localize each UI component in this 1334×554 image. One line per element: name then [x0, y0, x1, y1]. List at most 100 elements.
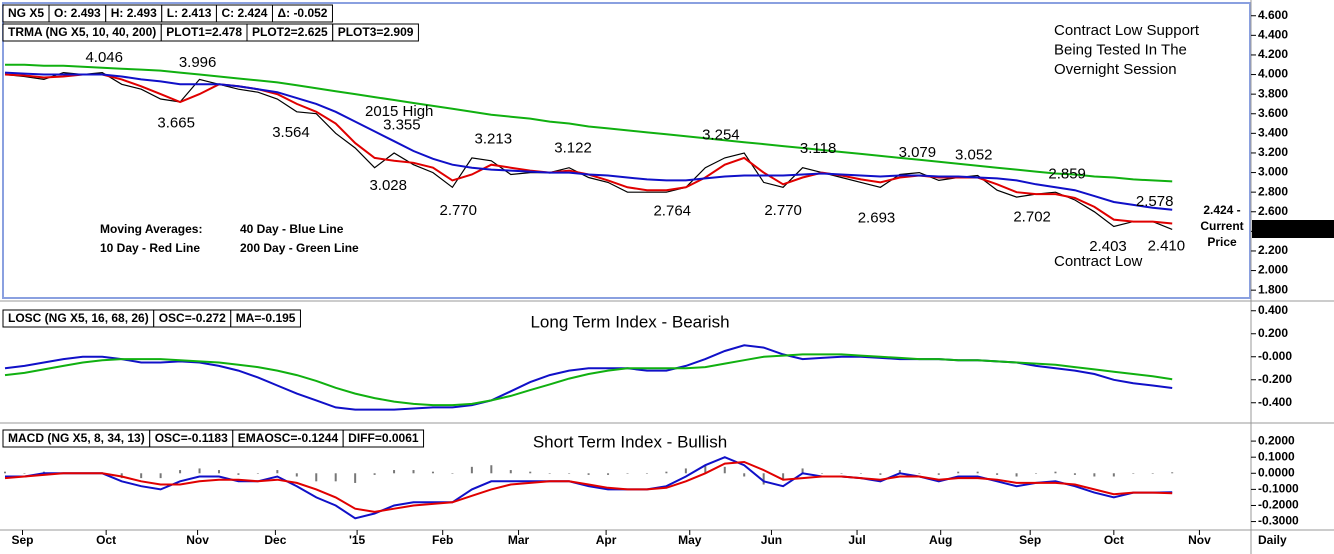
y-tick-label: -0.200	[1258, 372, 1292, 386]
series-line	[4, 460, 1173, 513]
high-label: 4.046	[85, 49, 123, 66]
y-tick-label: 4.000	[1258, 67, 1288, 81]
y-tick-label: 2.800	[1258, 184, 1288, 198]
histogram-bar	[354, 473, 357, 483]
y-tick-label: 4.400	[1258, 28, 1288, 42]
low-label: 3.028	[369, 177, 407, 194]
x-tick-label: Sep	[1019, 533, 1041, 547]
x-tick-label: Oct	[96, 533, 116, 547]
header-text: PLOT1=2.478	[166, 25, 242, 39]
current-price-note: Current	[1200, 219, 1243, 233]
histogram-bar	[1054, 471, 1057, 474]
histogram-bar	[529, 471, 532, 474]
y-tick-label: 0.0000	[1258, 465, 1295, 479]
histogram-bar	[1073, 473, 1076, 475]
y-tick-label: 0.400	[1258, 303, 1288, 317]
histogram-bar	[179, 470, 182, 474]
y-tick-label: -0.1000	[1258, 482, 1299, 496]
histogram-bar	[490, 465, 493, 474]
y-tick-label: 0.200	[1258, 326, 1288, 340]
panel-title: Long Term Index - Bearish	[530, 312, 729, 331]
header-text: PLOT3=2.909	[338, 25, 414, 39]
histogram-bar	[859, 473, 862, 474]
histogram-bar	[821, 473, 824, 474]
series-line	[5, 63, 1173, 183]
low-label: 2.693	[858, 210, 896, 227]
y-tick-label: 0.2000	[1258, 433, 1295, 447]
x-tick-label: Oct	[1104, 533, 1124, 547]
x-tick-label: Apr	[596, 533, 617, 547]
header-text: PLOT2=2.625	[252, 25, 328, 39]
histogram-bar	[976, 471, 979, 474]
current-price-note: 2.424 -	[1203, 203, 1240, 217]
series-line	[5, 456, 1173, 520]
histogram-bar	[645, 473, 648, 474]
legend-entry: 10 Day - Red Line	[100, 241, 200, 255]
legend-title: Moving Averages:	[100, 222, 202, 236]
y-tick-label: 3.000	[1258, 165, 1288, 179]
histogram-bar	[451, 473, 454, 474]
histogram-bar	[373, 473, 376, 475]
support-note: Being Tested In The	[1054, 41, 1187, 58]
histogram-bar	[937, 473, 940, 475]
histogram-bar	[1151, 473, 1154, 474]
histogram-bar	[509, 470, 512, 474]
low-label: 3.665	[157, 114, 195, 131]
header-text: C: 2.424	[221, 6, 267, 20]
high-label: 3.355	[383, 117, 421, 134]
histogram-bar	[198, 468, 201, 474]
histogram-bar	[801, 468, 804, 474]
histogram-bar	[393, 470, 396, 474]
low-note: Contract Low	[1054, 253, 1143, 270]
histogram-bar	[334, 473, 337, 482]
x-tick-label: Mar	[508, 533, 530, 547]
header-text: EMAOSC=-0.1244	[238, 431, 339, 445]
series-line	[4, 353, 1173, 407]
histogram-bar	[412, 470, 415, 474]
current-price-box	[1252, 220, 1334, 239]
histogram-bar	[4, 471, 6, 474]
header-text: Δ: -0.052	[277, 6, 327, 20]
y-tick-label: 4.200	[1258, 47, 1288, 61]
header-text: DIFF=0.0061	[348, 431, 419, 445]
histogram-bar	[879, 473, 882, 475]
y-tick-label: 2.000	[1258, 263, 1288, 277]
low-label: 2.764	[653, 203, 691, 220]
histogram-bar	[1171, 472, 1174, 474]
header-text: TRMA (NG X5, 10, 40, 200)	[8, 25, 156, 39]
current-price-note: Price	[1207, 235, 1237, 249]
x-tick-label: Feb	[432, 533, 453, 547]
y-tick-label: 4.600	[1258, 8, 1288, 22]
histogram-bar	[704, 465, 707, 474]
histogram-bar	[743, 473, 746, 477]
low-label: 2.410	[1148, 237, 1186, 254]
support-note: Overnight Session	[1054, 61, 1177, 78]
histogram-bar	[470, 466, 473, 474]
histogram-bar	[684, 468, 687, 474]
histogram-bar	[626, 473, 629, 474]
current-price-label: 2.424	[1258, 222, 1288, 236]
y-tick-label: 2.600	[1258, 204, 1288, 218]
histogram-bar	[1112, 473, 1115, 477]
header-text: OSC=-0.272	[159, 311, 226, 325]
low-label: 3.564	[272, 124, 310, 141]
histogram-bar	[918, 473, 921, 474]
y-tick-label: 1.800	[1258, 282, 1288, 296]
high-label: 3.118	[800, 140, 836, 157]
high-label: 3.213	[475, 131, 513, 148]
histogram-bar	[159, 473, 162, 479]
header-box	[271, 4, 333, 23]
x-tick-label: Sep	[12, 533, 34, 547]
histogram-bar	[315, 473, 318, 482]
legend-entry: 40 Day - Blue Line	[240, 222, 344, 236]
high-label: 3.996	[179, 54, 217, 71]
low-label: 2.403	[1089, 238, 1127, 255]
high-label: 3.122	[554, 140, 592, 157]
histogram-bar	[782, 473, 785, 480]
series-line	[4, 71, 1173, 211]
price-panel-frame	[2, 2, 1251, 299]
x-tick-label: Nov	[186, 533, 209, 547]
histogram-bar	[1132, 473, 1135, 474]
header-text: OSC=-0.1183	[155, 431, 228, 445]
histogram-bar	[957, 471, 960, 474]
